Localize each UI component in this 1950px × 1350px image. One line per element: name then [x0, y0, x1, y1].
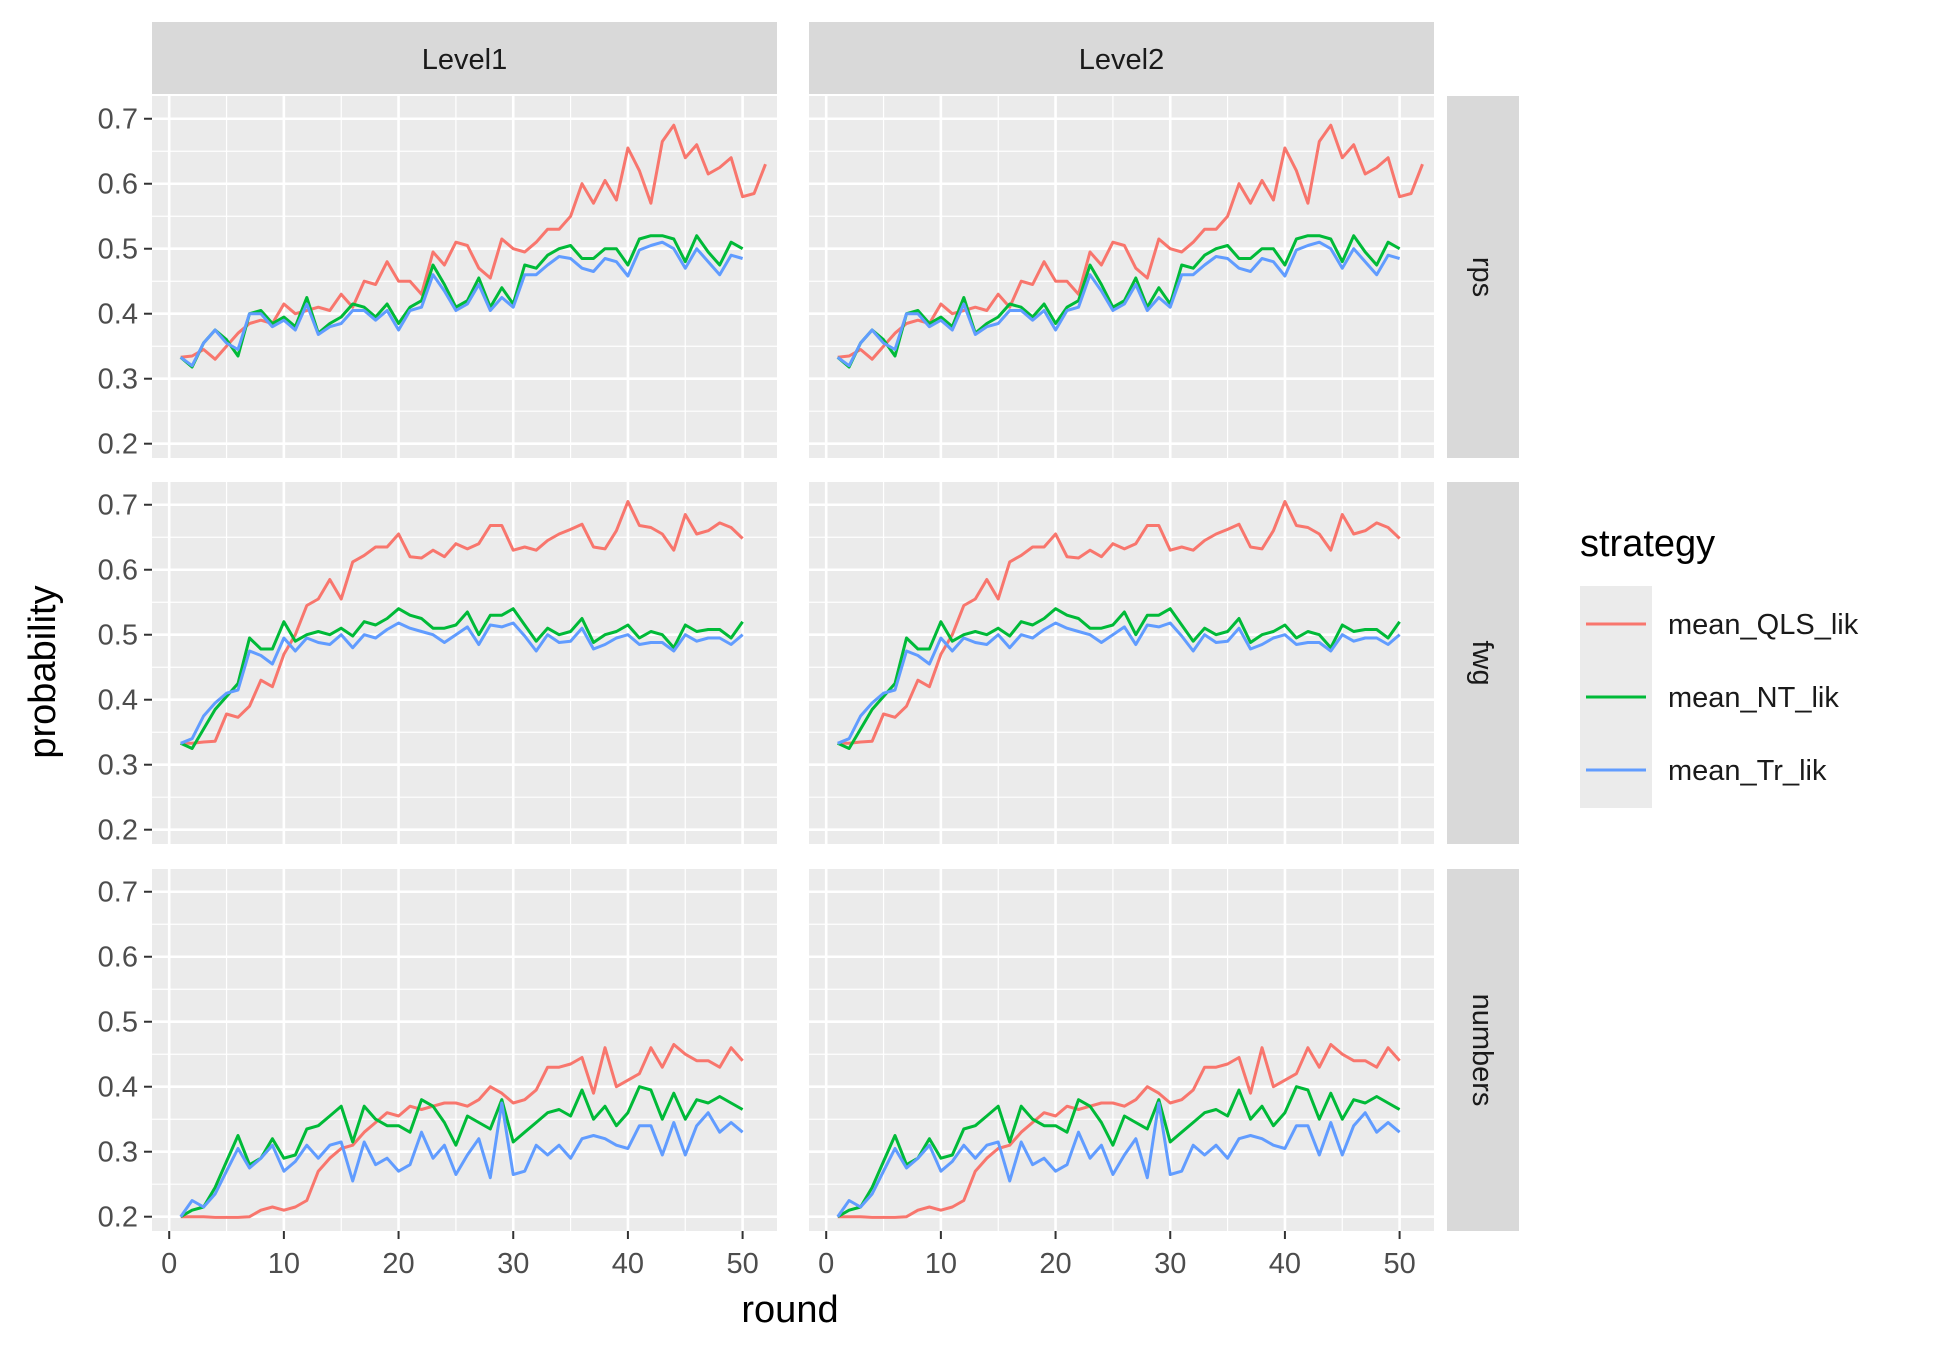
series-line-mean-nt-lik	[836, 1085, 1401, 1219]
y-tick-label: 0.6	[98, 169, 138, 201]
series-line-mean-tr-lik	[836, 240, 1401, 368]
facet-label-level1: Level1	[422, 44, 507, 76]
x-tick-label: 20	[1039, 1248, 1071, 1280]
x-axis-label: round	[741, 1289, 838, 1331]
facet-strip-level1	[152, 22, 777, 94]
series-line-mean-nt-lik	[837, 607, 1401, 750]
facet-label-numbers: numbers	[1466, 994, 1498, 1107]
series-line-mean-qls-lik	[837, 500, 1401, 745]
series-line-mean-tr-lik	[837, 621, 1401, 745]
y-tick-label: 0.4	[98, 1072, 138, 1104]
y-tick-label: 0.6	[98, 555, 138, 587]
y-tick-label: 0.5	[98, 1007, 138, 1039]
legend-label-mean-nt-lik: mean_NT_lik	[1668, 682, 1839, 714]
legend-label-mean-qls-lik: mean_QLS_lik	[1668, 609, 1859, 641]
y-tick-label: 0.3	[98, 1137, 138, 1169]
y-tick-label: 0.7	[98, 490, 138, 522]
y-tick-label: 0.2	[98, 429, 138, 461]
facet-grid: Level1 Level2rps0.20.30.40.50.60.7fwg0.20…	[98, 22, 1519, 1280]
panel-level2-fwg	[809, 482, 1434, 844]
x-tick-label: 0	[161, 1248, 177, 1280]
series-line-mean-tr-lik	[180, 621, 744, 745]
panel-background	[809, 869, 1434, 1231]
legend-label-mean-tr-lik: mean_Tr_lik	[1668, 755, 1827, 787]
facet-strip-rps	[1447, 96, 1519, 458]
series-line-mean-tr-lik	[836, 1101, 1401, 1218]
panel-background	[152, 96, 777, 458]
series-line-mean-nt-lik	[179, 234, 744, 369]
x-tick-label: 30	[1154, 1248, 1186, 1280]
panel-level1-rps: 0.2 0.3 0.4 0.5 0.6 0.7	[98, 96, 777, 461]
y-tick-label: 0.7	[98, 877, 138, 909]
panel-level2-rps	[809, 96, 1434, 458]
series-line-mean-qls-lik	[837, 123, 1424, 361]
y-tick-label: 0.2	[98, 815, 138, 847]
y-tick-label: 0.3	[98, 364, 138, 396]
x-tick-label: 10	[268, 1248, 300, 1280]
facet-strip-numbers	[1447, 869, 1519, 1231]
series-line-mean-tr-lik	[179, 1101, 744, 1218]
series-line-mean-tr-lik	[179, 240, 744, 368]
x-tick-label: 30	[497, 1248, 529, 1280]
panel-background	[809, 482, 1434, 844]
facet-strip-level2	[809, 22, 1434, 94]
x-tick-label: 0	[818, 1248, 834, 1280]
x-tick-label: 40	[612, 1248, 644, 1280]
series-line-mean-nt-lik	[836, 234, 1401, 369]
panel-background	[152, 869, 777, 1231]
panel-level1-numbers: 0.2 0.3 0.4 0.5 0.6 0.7 0 10 20 30 40 50	[98, 869, 777, 1280]
series-line-mean-qls-lik	[180, 1043, 744, 1219]
series-line-mean-nt-lik	[179, 1085, 744, 1219]
x-tick-label: 50	[726, 1248, 758, 1280]
y-tick-label: 0.2	[98, 1202, 138, 1234]
series-line-mean-nt-lik	[180, 607, 744, 750]
legend-title: strategy	[1580, 523, 1715, 565]
y-tick-label: 0.6	[98, 942, 138, 974]
panel-level1-fwg: 0.2 0.3 0.4 0.5 0.6 0.7	[98, 482, 777, 847]
facet-label-fwg: fwg	[1466, 640, 1498, 685]
x-tick-label: 40	[1269, 1248, 1301, 1280]
x-tick-label: 20	[382, 1248, 414, 1280]
panel-background	[809, 96, 1434, 458]
y-tick-label: 0.5	[98, 234, 138, 266]
facet-strip-fwg	[1447, 482, 1519, 844]
y-tick-label: 0.4	[98, 685, 138, 717]
facet-label-rps: rps	[1466, 257, 1498, 297]
y-tick-label: 0.4	[98, 299, 138, 331]
y-axis-label: probability	[22, 585, 64, 758]
series-line-mean-qls-lik	[837, 1043, 1401, 1219]
series-line-mean-qls-lik	[180, 123, 767, 361]
y-tick-label: 0.3	[98, 750, 138, 782]
panel-level2-numbers: 0 10 20 30 40 50	[809, 869, 1434, 1280]
x-tick-label: 50	[1383, 1248, 1415, 1280]
panel-background	[152, 482, 777, 844]
series-line-mean-qls-lik	[180, 500, 744, 745]
facet-label-level2: Level2	[1079, 44, 1164, 76]
y-tick-label: 0.7	[98, 104, 138, 136]
legend: strategy mean_QLS_lik mean_NT_lik mean_T…	[1580, 523, 1859, 808]
x-tick-label: 10	[925, 1248, 957, 1280]
y-tick-label: 0.5	[98, 620, 138, 652]
